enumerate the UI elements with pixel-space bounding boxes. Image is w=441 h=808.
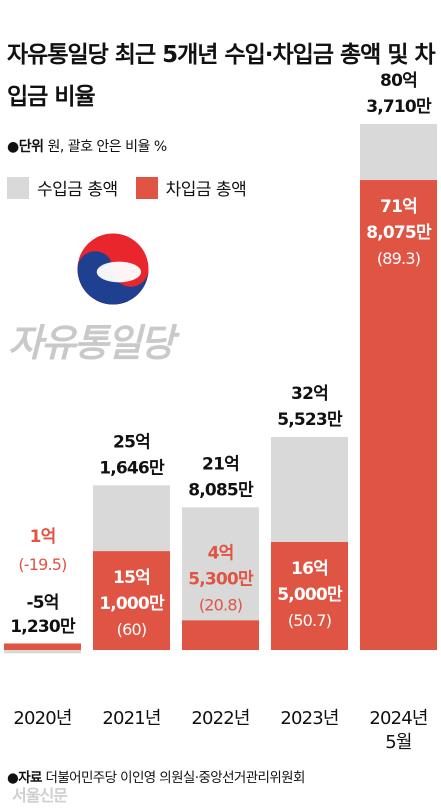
source-label: 자료 <box>18 770 42 786</box>
legend-item-loan: 차입금 총액 <box>135 175 247 200</box>
data-label-income-sub-1: 1,646만 <box>99 458 165 478</box>
source-text: 더불어민주당 이인영 의원실·중앙선거관리위원회 <box>45 770 306 786</box>
bar-loan-0 <box>4 643 81 650</box>
x-tick-label-1: 2021년 <box>102 708 160 729</box>
bar-loan-1 <box>93 551 170 650</box>
data-label-ratio-0: (-19.5) <box>18 555 66 574</box>
data-label-income-sub-2: 8,085만 <box>188 480 254 500</box>
legend-label-income: 수입금 총액 <box>37 180 118 200</box>
unit-label: 단위 <box>18 139 44 155</box>
data-label-ratio-1: (60) <box>117 620 147 639</box>
data-label-loan-sub-3: 5,000만 <box>277 585 343 605</box>
data-label-loan-3: 16억 <box>291 559 328 579</box>
chart-title: 자유통일당 최근 5개년 수입·차입금 총액 및 차입금 비율 <box>7 42 436 110</box>
data-label-income-sub-4: 3,710만 <box>366 97 432 117</box>
party-logo-icon <box>77 233 149 305</box>
data-label-income-2: 21억 <box>202 454 239 474</box>
legend-item-income: 수입금 총액 <box>7 175 118 200</box>
data-label-loan-1: 15억 <box>113 568 150 588</box>
source-note: ●자료 더불어민주당 이인영 의원실·중앙선거관리위원회 <box>7 766 305 786</box>
data-label-loan-sub-2: 5,300만 <box>188 569 254 589</box>
data-label-income-1: 25억 <box>113 432 150 452</box>
legend: 수입금 총액 차입금 총액 <box>7 175 264 200</box>
bar-income-0 <box>4 650 81 654</box>
data-label-income-0: -5억 <box>26 593 58 613</box>
data-label-income-4: 80억 <box>380 71 417 91</box>
bullet-icon: ● <box>7 139 19 155</box>
bar-loan-2 <box>182 620 259 650</box>
legend-swatch-income <box>7 176 29 199</box>
x-tick-label-3: 2023년 <box>280 708 338 729</box>
x-tick-label-2: 2022년 <box>191 708 249 729</box>
data-label-loan-sub-1: 1,000만 <box>99 594 165 614</box>
data-label-loan-sub-4: 8,075만 <box>366 223 432 243</box>
unit-text: 원, 괄호 안은 비율 % <box>47 139 167 155</box>
data-label-income-sub-0: 1,230만 <box>10 617 76 637</box>
data-label-loan-2: 4억 <box>208 543 234 563</box>
data-label-income-sub-3: 5,523만 <box>277 410 343 430</box>
x-tick-label-0: 2020년 <box>13 708 71 729</box>
bar-loan-3 <box>271 542 348 650</box>
unit-note: ●단위 원, 괄호 안은 비율 % <box>7 136 167 156</box>
legend-label-loan: 차입금 총액 <box>165 180 247 200</box>
bar-loan-4 <box>360 180 437 650</box>
watermark: 서울신문 <box>12 786 68 805</box>
legend-swatch-loan <box>135 176 158 199</box>
data-label-ratio-2: (20.8) <box>199 595 242 614</box>
data-label-ratio-3: (50.7) <box>288 611 331 630</box>
party-wordmark: 자유통일당 <box>8 321 175 365</box>
data-label-loan-4: 71억 <box>380 197 417 217</box>
x-tick-label-4: 2024년 <box>369 708 427 729</box>
source-bullet-icon: ● <box>7 770 19 786</box>
data-label-ratio-4: (89.3) <box>377 249 420 268</box>
data-label-income-3: 32억 <box>291 384 328 404</box>
x-tick-label-4: 5월 <box>385 732 411 753</box>
data-label-loan-0: 1억 <box>30 527 56 547</box>
